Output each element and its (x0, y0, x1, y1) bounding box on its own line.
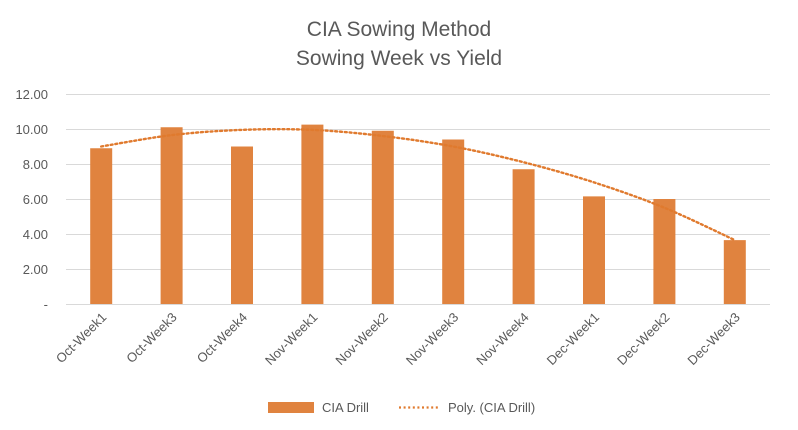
bar-oct-week3 (160, 127, 183, 304)
x-tick-label: Nov-Week3 (403, 310, 461, 368)
legend-swatch-cia-drill (268, 402, 314, 413)
y-axis-tick-labels: - 2.00 4.00 6.00 8.00 10.00 12.00 (15, 87, 48, 312)
y-tick-label: 12.00 (15, 87, 48, 102)
y-tick-label: 10.00 (15, 122, 48, 137)
bar-nov-week1 (301, 124, 324, 304)
legend: CIA Drill Poly. (CIA Drill) (268, 400, 535, 415)
x-tick-label: Nov-Week2 (332, 310, 390, 368)
x-tick-label: Nov-Week1 (262, 310, 320, 368)
gridlines (66, 94, 770, 305)
bar-nov-week2 (371, 130, 394, 304)
chart-subtitle: Sowing Week vs Yield (296, 47, 502, 70)
legend-label-trendline: Poly. (CIA Drill) (448, 400, 535, 415)
x-tick-label: Oct-Week4 (194, 310, 250, 366)
y-tick-label: 6.00 (23, 192, 48, 207)
y-tick-label: 8.00 (23, 157, 48, 172)
bar-dec-week2 (653, 199, 676, 304)
y-tick-label: 2.00 (23, 262, 48, 277)
trendline-layer (100, 127, 736, 242)
bar-series-cia-drill (90, 124, 746, 304)
bar-nov-week4 (512, 169, 535, 304)
bar-oct-week1 (90, 148, 113, 304)
trendline-poly-cia-drill (100, 127, 736, 242)
bar-dec-week3 (723, 240, 746, 304)
legend-label-cia-drill: CIA Drill (322, 400, 369, 415)
bar-nov-week3 (442, 139, 465, 304)
y-tick-label: 4.00 (23, 227, 48, 242)
x-axis-tick-labels: Oct-Week1 Oct-Week3 Oct-Week4 Nov-Week1 Nov-… (53, 310, 743, 368)
bar-oct-week4 (231, 146, 253, 304)
x-tick-label: Dec-Week3 (684, 310, 742, 368)
y-tick-label: - (44, 297, 48, 312)
x-tick-label: Oct-Week1 (53, 310, 109, 366)
chart-title: CIA Sowing Method (307, 18, 491, 41)
bar-dec-week1 (583, 196, 605, 304)
x-tick-label: Oct-Week3 (123, 310, 179, 366)
x-tick-label: Dec-Week1 (544, 310, 602, 368)
x-tick-label: Dec-Week2 (614, 310, 672, 368)
x-tick-label: Nov-Week4 (473, 310, 531, 368)
